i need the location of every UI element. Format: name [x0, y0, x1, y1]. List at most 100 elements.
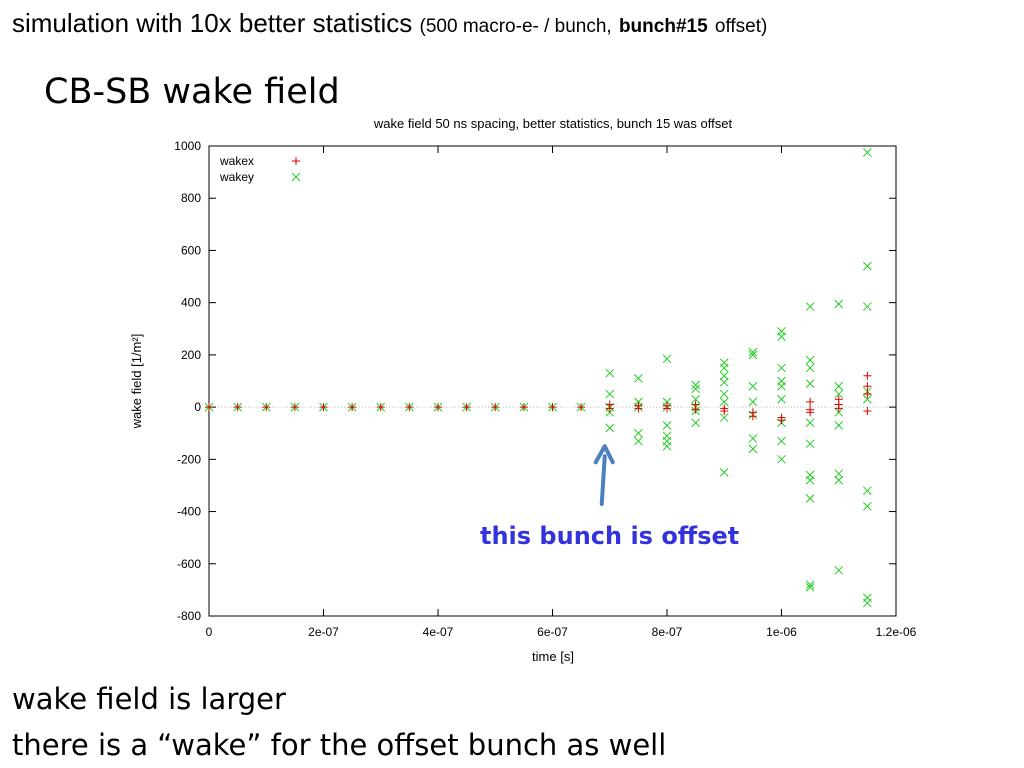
wakey-point	[634, 436, 643, 446]
wakey-point	[605, 389, 615, 399]
wakey-point	[863, 148, 872, 157]
x-tick-label: 0	[206, 625, 213, 639]
heading-main: simulation with 10x better statistics	[12, 8, 413, 38]
slide-subheading: CB-SB wake field	[44, 72, 340, 112]
wakey-point	[777, 363, 786, 373]
wakey-point	[863, 394, 872, 404]
slide-heading: simulation with 10x better statistics (5…	[12, 8, 767, 39]
wakey-point	[834, 421, 844, 430]
wakex-point	[491, 403, 500, 412]
wakey-point	[748, 434, 758, 443]
wakey-point	[805, 475, 815, 485]
wakey-point	[834, 565, 844, 575]
wakey-point	[863, 302, 872, 311]
chart-legend: wakex wakey	[219, 154, 301, 184]
y-tick-label: 1000	[174, 139, 201, 153]
bullet-item-1: wake field is larger	[12, 682, 286, 716]
wakex-point	[605, 404, 614, 413]
wakex-point	[834, 404, 843, 413]
wakex-point	[863, 407, 872, 416]
wakey-point	[834, 469, 844, 479]
wakey-point	[719, 371, 729, 381]
wakex-point	[405, 403, 414, 412]
wakey-point	[777, 394, 786, 404]
wakex-point	[205, 403, 213, 412]
bullet-list: wake field is larger there is a “wake” f…	[12, 676, 666, 768]
wakey-point	[691, 380, 700, 390]
wakey-point	[748, 350, 758, 360]
wakey-point	[777, 381, 786, 391]
wakex-point	[863, 390, 872, 399]
legend-marker-wakex	[292, 157, 300, 165]
y-tick-label: 800	[181, 191, 201, 205]
wakey-point	[748, 381, 758, 391]
wakey-point	[748, 347, 758, 357]
wakey-point	[634, 428, 643, 438]
wakey-point	[805, 439, 815, 449]
y-tick-label: -400	[177, 505, 201, 519]
wakey-point	[777, 436, 786, 446]
wakex-point	[748, 412, 757, 421]
wakey-point	[805, 494, 815, 503]
wakey-point	[805, 363, 815, 373]
wakey-point	[719, 413, 729, 422]
wakex-point	[863, 382, 872, 391]
wakey-point	[719, 377, 729, 387]
wakey-point	[863, 486, 872, 496]
wakey-point	[805, 355, 815, 365]
y-tick-label: 200	[181, 348, 201, 362]
arrow-shaft	[599, 454, 607, 506]
wakex-point	[634, 404, 643, 413]
wakey-point	[748, 444, 758, 454]
chart-points	[204, 148, 872, 608]
heading-paren-close: offset)	[714, 16, 768, 37]
wakey-point	[863, 598, 872, 608]
wakex-point	[462, 403, 471, 412]
wakey-point	[662, 421, 672, 430]
heading-bold: bunch#15	[618, 16, 708, 37]
wakex-point	[548, 403, 557, 412]
wakey-point	[777, 454, 786, 464]
wakey-point	[691, 394, 700, 404]
wakex-point	[720, 407, 729, 416]
wakey-point	[605, 368, 615, 378]
x-tick-label: 4e-07	[423, 625, 454, 639]
wakey-point	[719, 389, 729, 399]
wakey-point	[748, 397, 758, 407]
x-tick-label: 1e-06	[766, 625, 797, 639]
y-tick-label: -800	[177, 609, 201, 623]
wakey-point	[863, 261, 872, 271]
x-tick-label: 8e-07	[652, 625, 683, 639]
wakey-point	[834, 381, 844, 391]
wakex-point	[663, 404, 671, 413]
wakex-point	[233, 403, 242, 412]
x-tick-label: 6e-07	[537, 625, 568, 639]
wakex-point	[863, 371, 872, 380]
wakex-point	[434, 403, 442, 412]
wakey-point	[719, 397, 729, 407]
wakey-point	[834, 299, 844, 309]
wakex-point	[319, 403, 328, 412]
offset-callout: this bunch is offset	[480, 522, 740, 550]
wakex-point	[806, 397, 815, 406]
chart-title: wake field 50 ns spacing, better statist…	[373, 116, 733, 131]
y-axis-label: wake field [1/m²]	[129, 334, 144, 430]
x-tick-label: 2e-07	[308, 625, 339, 639]
bullet-item-2: there is a “wake” for the offset bunch a…	[12, 728, 667, 762]
wakex-point	[348, 403, 357, 412]
wakey-point	[805, 302, 815, 311]
wakex-point	[290, 403, 299, 412]
arrow-head	[593, 444, 615, 465]
y-tick-label: 600	[181, 243, 201, 257]
offset-arrow	[593, 444, 615, 506]
wakey-point	[834, 475, 844, 485]
wakey-point	[805, 418, 815, 428]
wakex-point	[262, 403, 271, 412]
heading-paren-open: (500 macro-e- / bunch,	[419, 16, 612, 37]
wakey-point	[662, 354, 672, 364]
wakey-point	[691, 418, 700, 428]
wakey-point	[691, 384, 700, 394]
wakey-point	[805, 379, 815, 388]
y-tick-label: 400	[181, 296, 201, 310]
wakex-point	[806, 408, 815, 417]
